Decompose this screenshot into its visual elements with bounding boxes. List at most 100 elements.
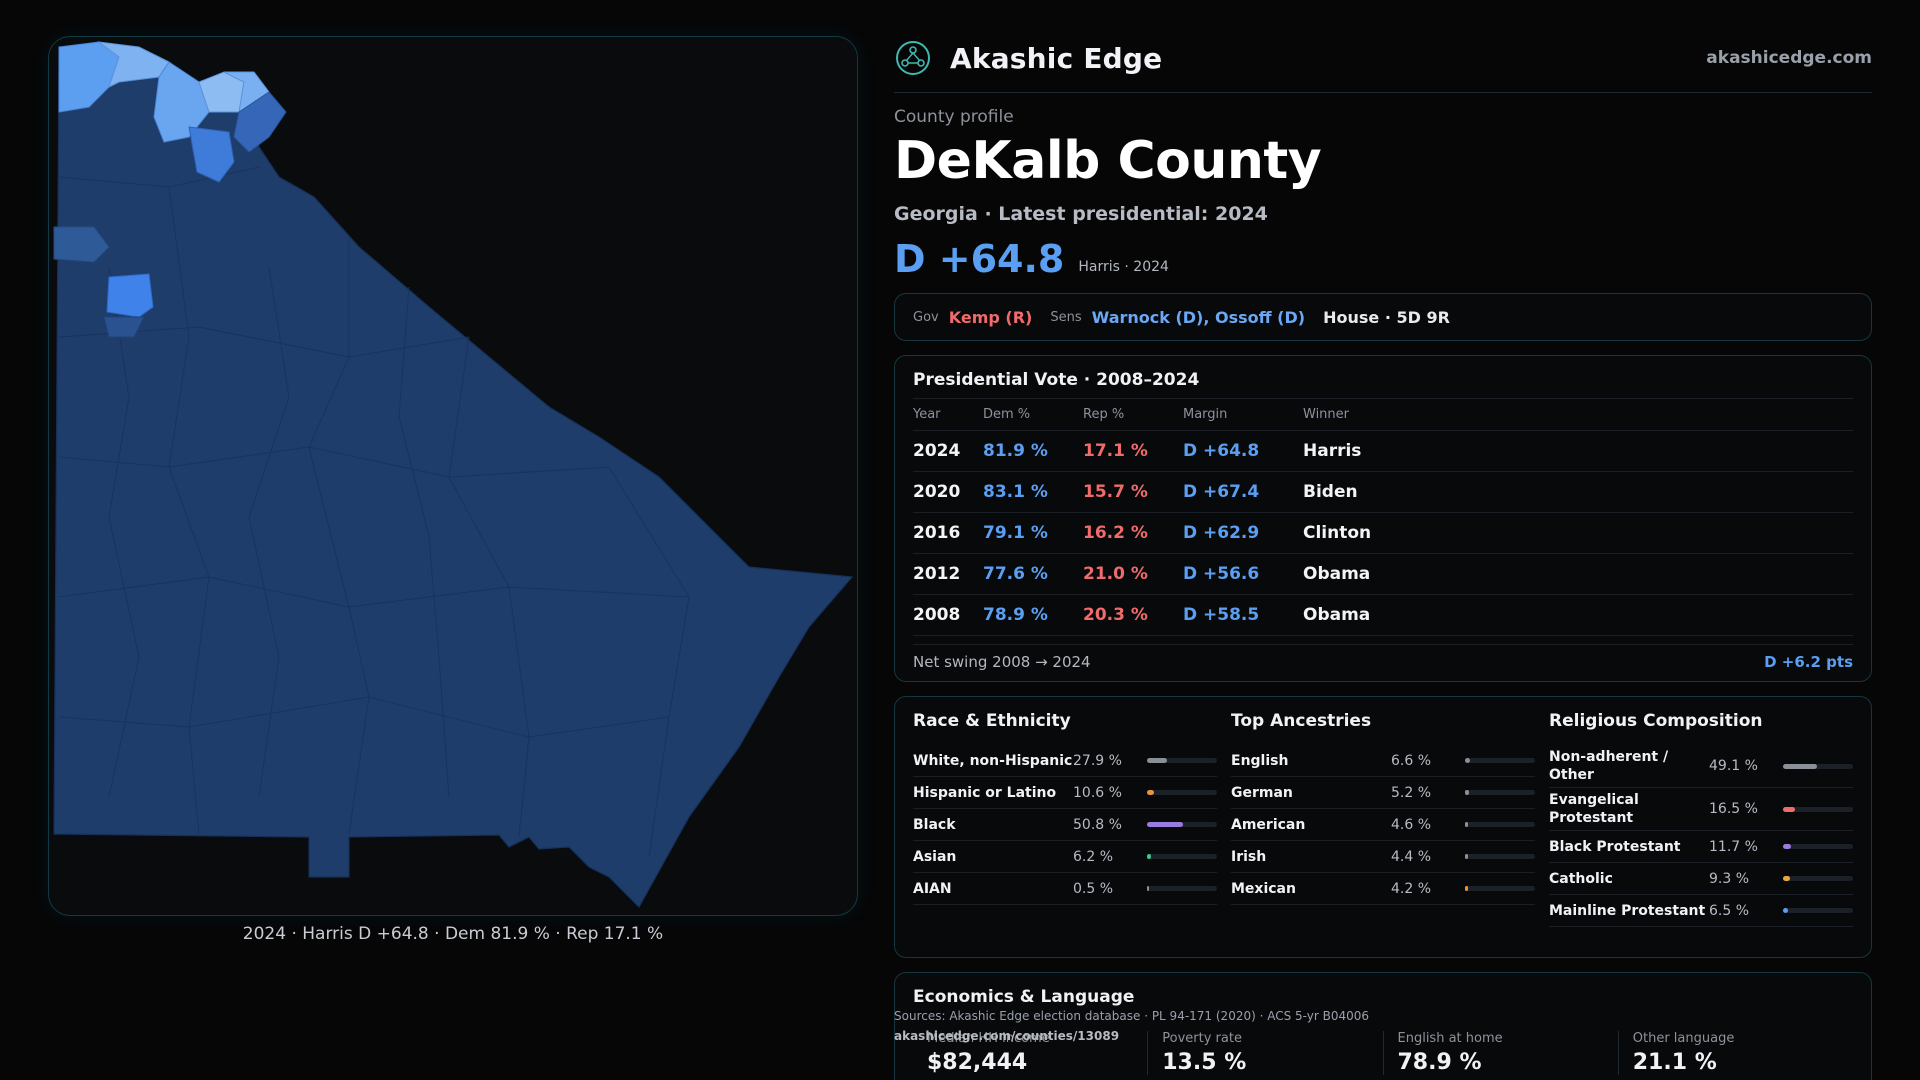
race-title: Race & Ethnicity xyxy=(913,711,1071,731)
sens-label: Sens xyxy=(1050,309,1082,325)
brand-header: Akashic Edge akashicedge.com xyxy=(894,36,1872,80)
economics-title: Economics & Language xyxy=(913,987,1135,1007)
brand-name: Akashic Edge xyxy=(950,41,1163,75)
precinct-north-7[interactable] xyxy=(233,91,287,153)
list-item: AIAN 0.5 % xyxy=(913,873,1217,905)
map-caption: 2024 · Harris D +64.8 · Dem 81.9 % · Rep… xyxy=(242,924,664,944)
share-bar-fill xyxy=(1147,758,1167,763)
precinct-north-2[interactable] xyxy=(97,41,170,88)
list-item: White, non-Hispanic 27.9 % xyxy=(913,745,1217,777)
cell-year: 2024 xyxy=(913,430,983,472)
item-percent: 4.6 % xyxy=(1391,816,1432,833)
col-rep: Rep % xyxy=(1083,398,1183,431)
precinct-map-svg[interactable] xyxy=(49,37,858,916)
cell-margin: D +67.4 xyxy=(1183,471,1303,513)
econ-value: 13.5 % xyxy=(1162,1050,1247,1075)
precinct-north-6[interactable] xyxy=(188,126,235,183)
swing-value: D +6.2 pts xyxy=(1764,653,1853,671)
share-bar-fill xyxy=(1147,822,1183,827)
cell-margin: D +64.8 xyxy=(1183,430,1303,472)
brand-url-link[interactable]: akashicedge.com xyxy=(1706,48,1872,68)
share-bar-track xyxy=(1465,758,1535,763)
cell-dem: 77.6 % xyxy=(983,553,1083,595)
table-row[interactable]: 2024 81.9 % 17.1 % D +64.8 Harris xyxy=(913,430,1853,472)
cell-dem: 79.1 % xyxy=(983,512,1083,554)
econ-label: Median HH income xyxy=(927,1031,1050,1046)
list-item: English 6.6 % xyxy=(1231,745,1535,777)
presidential-vote-card: Presidential Vote · 2008–2024 Year Dem %… xyxy=(894,355,1872,682)
ancestry-title: Top Ancestries xyxy=(1231,711,1372,731)
item-name: Asian xyxy=(913,848,957,865)
economics-stats: Median HH income $82,444 Poverty rate 13… xyxy=(913,1031,1853,1075)
religion-list: Non-adherent / Other 49.1 % Evangelical Pr… xyxy=(1549,745,1853,927)
county-map[interactable] xyxy=(48,36,858,916)
list-item: Evangelical Protestant 16.5 % xyxy=(1549,788,1853,831)
cell-winner: Obama xyxy=(1303,594,1853,636)
list-item: Mainline Protestant 6.5 % xyxy=(1549,895,1853,927)
item-percent: 6.5 % xyxy=(1709,902,1750,919)
share-bar-fill xyxy=(1465,758,1470,763)
share-bar-fill xyxy=(1147,854,1152,859)
cell-winner: Biden xyxy=(1303,471,1853,513)
table-row[interactable]: 2020 83.1 % 15.7 % D +67.4 Biden xyxy=(913,471,1853,513)
precinct-west-2[interactable] xyxy=(106,273,154,318)
profile-panel: Akashic Edge akashicedge.com County prof… xyxy=(894,36,1872,1080)
col-dem: Dem % xyxy=(983,398,1083,431)
share-bar-fill xyxy=(1465,822,1469,827)
share-bar-track xyxy=(1465,790,1535,795)
county-shape[interactable] xyxy=(53,56,854,908)
item-percent: 0.5 % xyxy=(1073,880,1114,897)
senators: Warnock (D), Ossoff (D) xyxy=(1091,307,1306,327)
cell-rep: 16.2 % xyxy=(1083,512,1183,554)
list-item: Catholic 9.3 % xyxy=(1549,863,1853,895)
item-percent: 16.5 % xyxy=(1709,801,1758,817)
header-divider xyxy=(894,92,1872,93)
list-item: Black Protestant 11.7 % xyxy=(1549,831,1853,863)
item-name: Mexican xyxy=(1231,880,1296,897)
source-line: Sources: Akashic Edge election database … xyxy=(894,1009,1370,1023)
precinct-west-1[interactable] xyxy=(53,226,110,263)
item-name: German xyxy=(1231,784,1293,801)
margin-summary: D +64.8 Harris · 2024 xyxy=(894,237,1872,281)
table-header-row: Year Dem % Rep % Margin Winner xyxy=(913,398,1853,431)
share-bar-track xyxy=(1147,886,1217,891)
table-row[interactable]: 2012 77.6 % 21.0 % D +56.6 Obama xyxy=(913,553,1853,595)
share-bar-track xyxy=(1783,844,1853,849)
list-item: Black 50.8 % xyxy=(913,809,1217,841)
ancestry-list: English 6.6 % German 5.2 % American 4.6 % Iris… xyxy=(1231,745,1535,905)
econ-stat: English at home 78.9 % xyxy=(1382,1031,1618,1075)
item-name: American xyxy=(1231,816,1306,833)
item-name: Hispanic or Latino xyxy=(913,784,1057,801)
share-bar-fill xyxy=(1465,790,1469,795)
globe-network-icon xyxy=(896,41,930,75)
share-bar-track xyxy=(1783,908,1853,913)
share-bar-fill xyxy=(1783,844,1792,849)
item-percent: 6.2 % xyxy=(1073,848,1114,865)
cell-year: 2012 xyxy=(913,553,983,595)
econ-label: Other language xyxy=(1632,1031,1735,1046)
share-bar-track xyxy=(1783,876,1853,881)
cell-year: 2008 xyxy=(913,594,983,636)
list-item: German 5.2 % xyxy=(1231,777,1535,809)
share-bar-track xyxy=(1783,806,1853,812)
item-percent: 4.2 % xyxy=(1391,880,1432,897)
econ-stat: Poverty rate 13.5 % xyxy=(1147,1031,1382,1075)
table-row[interactable]: 2016 79.1 % 16.2 % D +62.9 Clinton xyxy=(913,512,1853,554)
religion-title: Religious Composition xyxy=(1549,711,1763,731)
net-swing: Net swing 2008 → 2024 D +6.2 pts xyxy=(913,644,1853,671)
item-name: Catholic xyxy=(1549,870,1613,887)
share-bar-track xyxy=(1147,790,1217,795)
cell-rep: 15.7 % xyxy=(1083,471,1183,513)
cell-winner: Obama xyxy=(1303,553,1853,595)
item-name: Black xyxy=(913,816,956,833)
item-name: White, non-Hispanic xyxy=(913,752,1073,769)
share-bar-track xyxy=(1465,886,1535,891)
cell-dem: 78.9 % xyxy=(983,594,1083,636)
table-row[interactable]: 2008 78.9 % 20.3 % D +58.5 Obama xyxy=(913,594,1853,636)
col-year: Year xyxy=(913,398,983,431)
cell-winner: Clinton xyxy=(1303,512,1853,554)
col-winner: Winner xyxy=(1303,398,1853,431)
source-url-link[interactable]: akashicedge.com/counties/13089 xyxy=(894,1029,1120,1043)
precinct-west-3[interactable] xyxy=(103,316,145,338)
item-name: Black Protestant xyxy=(1549,838,1681,855)
